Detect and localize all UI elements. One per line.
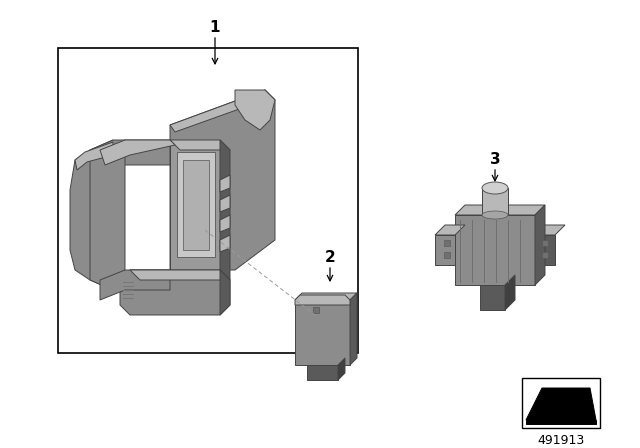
- Bar: [542, 252, 548, 258]
- Polygon shape: [220, 140, 230, 280]
- Bar: [58, 48, 358, 353]
- Polygon shape: [350, 293, 357, 365]
- Polygon shape: [170, 90, 275, 270]
- Polygon shape: [535, 205, 545, 285]
- Polygon shape: [535, 225, 565, 235]
- Polygon shape: [170, 140, 220, 270]
- Ellipse shape: [482, 182, 508, 194]
- Polygon shape: [120, 270, 230, 315]
- Text: 2: 2: [324, 250, 335, 266]
- Bar: [177, 152, 215, 257]
- Bar: [444, 252, 450, 258]
- Polygon shape: [220, 235, 230, 252]
- Polygon shape: [75, 142, 113, 170]
- Polygon shape: [455, 215, 535, 285]
- Polygon shape: [526, 388, 596, 420]
- Polygon shape: [535, 235, 555, 265]
- Ellipse shape: [482, 211, 508, 219]
- Polygon shape: [220, 270, 230, 315]
- Polygon shape: [90, 140, 125, 290]
- Polygon shape: [220, 215, 230, 232]
- Text: 3: 3: [490, 152, 500, 168]
- Polygon shape: [70, 140, 113, 290]
- Polygon shape: [130, 270, 230, 280]
- Polygon shape: [338, 358, 345, 380]
- Bar: [542, 240, 548, 246]
- Polygon shape: [100, 140, 170, 175]
- Bar: [183, 160, 209, 250]
- Polygon shape: [100, 140, 175, 165]
- Polygon shape: [505, 275, 515, 310]
- Text: 491913: 491913: [538, 434, 584, 447]
- Bar: [444, 240, 450, 246]
- Bar: [313, 307, 319, 313]
- Polygon shape: [295, 295, 350, 305]
- Text: 1: 1: [210, 21, 220, 35]
- Polygon shape: [220, 175, 230, 192]
- Polygon shape: [435, 235, 455, 265]
- Bar: [522, 378, 600, 428]
- Polygon shape: [307, 365, 338, 380]
- Polygon shape: [170, 90, 275, 132]
- Polygon shape: [235, 90, 275, 130]
- Polygon shape: [295, 293, 357, 300]
- Polygon shape: [170, 140, 230, 150]
- Polygon shape: [220, 195, 230, 212]
- Polygon shape: [480, 285, 505, 310]
- Polygon shape: [482, 188, 508, 215]
- Polygon shape: [455, 205, 545, 215]
- Polygon shape: [526, 420, 596, 424]
- Polygon shape: [100, 270, 170, 300]
- Polygon shape: [435, 225, 465, 235]
- Polygon shape: [295, 300, 350, 365]
